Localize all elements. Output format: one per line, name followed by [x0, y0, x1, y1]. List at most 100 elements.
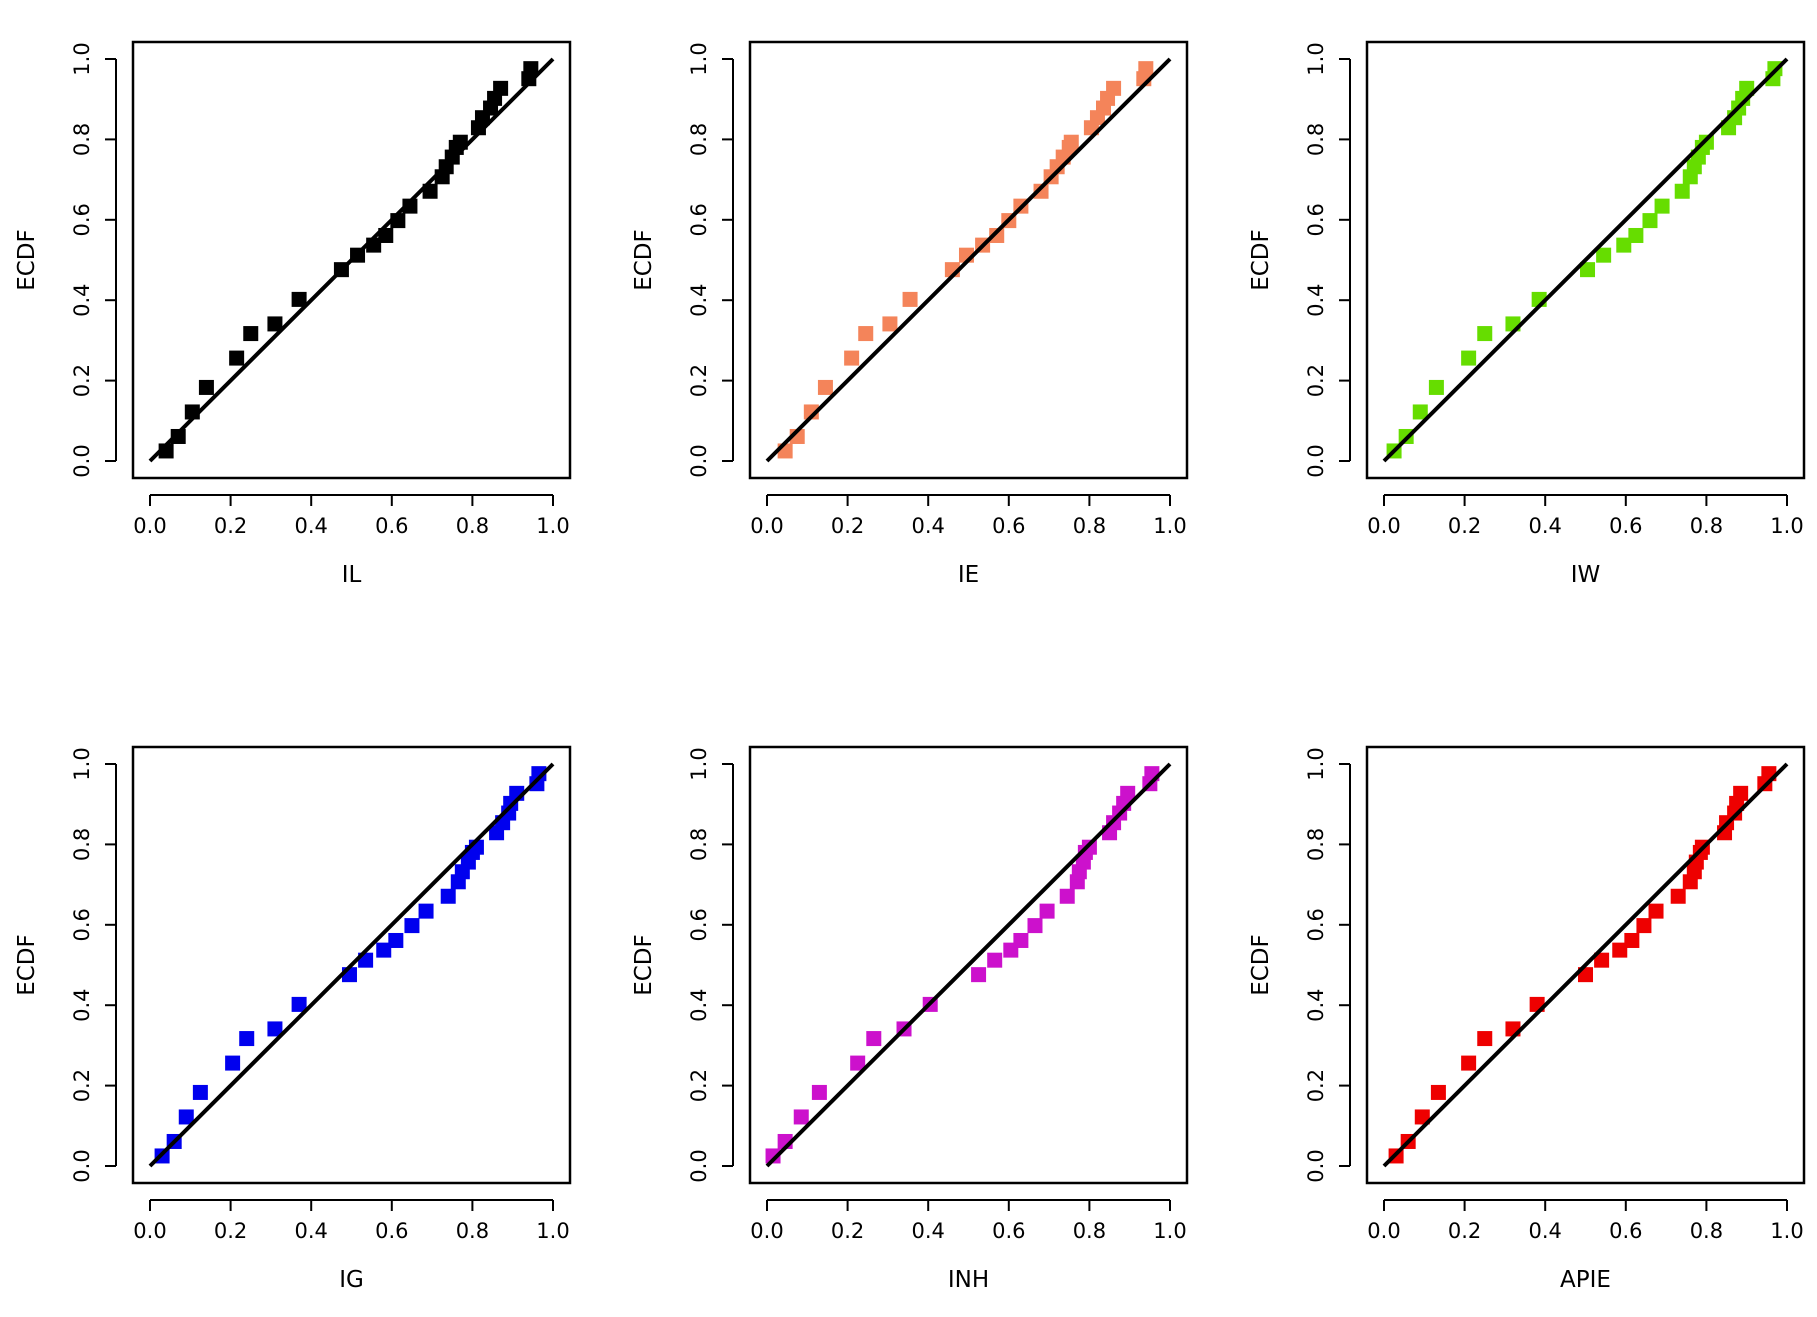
- panel-ie: 0.0 0.2 0.4 0.6 0.8 1.0 0.0 0.2 0.4 0.6 0.8 1.0 IE EC…: [631, 40, 1189, 588]
- y-axis-label: ECDF: [14, 229, 40, 291]
- x-tick-label: 0.4: [294, 1219, 327, 1243]
- x-tick-label: 0.2: [831, 514, 864, 538]
- y-tick-label: 0.4: [687, 988, 711, 1021]
- data-point: [239, 1031, 255, 1047]
- y-tick-label: 0.0: [687, 1149, 711, 1182]
- y-tick-label: 0.8: [70, 828, 94, 861]
- data-point: [1461, 1055, 1477, 1071]
- data-point: [1580, 262, 1596, 278]
- data-point: [765, 1148, 781, 1164]
- x-tick-label: 0.2: [1448, 514, 1481, 538]
- y-tick-label: 0.2: [1304, 1069, 1328, 1102]
- x-tick-label: 0.8: [1690, 1219, 1723, 1243]
- x-tick-label: 0.4: [1528, 1219, 1561, 1243]
- y-tick-label: 0.2: [687, 1069, 711, 1102]
- data-point: [1013, 932, 1029, 948]
- data-point: [531, 766, 547, 782]
- data-point: [1624, 932, 1640, 948]
- x-tick-label: 0.2: [831, 1219, 864, 1243]
- data-point: [987, 952, 1003, 968]
- data-point: [811, 1084, 827, 1100]
- data-point: [817, 379, 833, 395]
- data-point: [198, 379, 214, 395]
- x-tick-label: 0.8: [1690, 514, 1723, 538]
- y-axis-label: ECDF: [631, 934, 657, 996]
- y-tick-label: 1.0: [1304, 42, 1328, 75]
- data-point: [1636, 918, 1652, 934]
- y-tick-label: 0.8: [687, 123, 711, 156]
- reference-line: [148, 57, 555, 463]
- panel-il: 0.0 0.2 0.4 0.6 0.8 1.0 0.0 0.2 0.4 0.6 0.8 1.0 IL EC…: [14, 40, 572, 588]
- reference-line: [1382, 57, 1789, 463]
- data-point: [793, 1109, 809, 1125]
- y-tick-label: 0.8: [70, 123, 94, 156]
- data-point: [1477, 1031, 1493, 1047]
- y-tick-label: 0.4: [687, 283, 711, 316]
- data-point: [440, 888, 456, 904]
- data-point: [1428, 379, 1444, 395]
- data-point: [493, 80, 509, 96]
- data-point: [418, 903, 434, 919]
- y-tick-label: 1.0: [687, 747, 711, 780]
- y-tick-label: 0.2: [1304, 364, 1328, 397]
- y-tick-label: 0.4: [1304, 988, 1328, 1021]
- data-point: [178, 1109, 194, 1125]
- reference-line: [148, 762, 555, 1168]
- reference-line: [1382, 762, 1789, 1168]
- y-tick-label: 0.0: [70, 1149, 94, 1182]
- data-point: [1648, 903, 1664, 919]
- y-tick-label: 0.0: [1304, 1149, 1328, 1182]
- x-tick-label: 0.6: [1609, 1219, 1642, 1243]
- data-point: [1596, 247, 1612, 263]
- x-tick-label: 0.6: [375, 514, 408, 538]
- data-point: [267, 316, 283, 332]
- data-point: [1654, 198, 1670, 214]
- data-point: [229, 350, 245, 366]
- data-point: [523, 61, 539, 77]
- x-tick-label: 0.0: [750, 514, 783, 538]
- data-point: [1120, 785, 1136, 801]
- y-tick-label: 0.0: [1304, 444, 1328, 477]
- x-axis-label: IL: [342, 562, 362, 588]
- x-tick-label: 1.0: [1153, 1219, 1186, 1243]
- data-point: [1412, 404, 1428, 420]
- y-tick-label: 0.6: [1304, 908, 1328, 941]
- panel-iw: 0.0 0.2 0.4 0.6 0.8 1.0 0.0 0.2 0.4 0.6 0.8 1.0 IW EC…: [1248, 40, 1806, 588]
- y-axis-label: ECDF: [14, 934, 40, 996]
- data-point: [1733, 785, 1749, 801]
- y-axis-label: ECDF: [631, 229, 657, 291]
- data-point: [1612, 942, 1628, 958]
- data-point: [225, 1055, 241, 1071]
- data-point: [1477, 326, 1493, 342]
- data-point: [1594, 952, 1610, 968]
- data-point: [1039, 903, 1055, 919]
- y-tick-label: 0.4: [70, 283, 94, 316]
- plot-frame: [748, 745, 1189, 1185]
- data-point: [192, 1084, 208, 1100]
- reference-line: [765, 762, 1172, 1168]
- data-point: [902, 291, 918, 307]
- y-tick-label: 0.6: [70, 203, 94, 236]
- y-tick-label: 0.2: [687, 364, 711, 397]
- x-tick-label: 0.6: [992, 1219, 1025, 1243]
- data-point: [989, 227, 1005, 243]
- plot-frame: [748, 40, 1189, 480]
- data-point: [1033, 183, 1049, 199]
- x-tick-label: 0.8: [1073, 514, 1106, 538]
- y-tick-label: 1.0: [70, 42, 94, 75]
- data-point: [1430, 1084, 1446, 1100]
- y-tick-label: 0.8: [1304, 828, 1328, 861]
- data-point: [882, 316, 898, 332]
- y-tick-label: 0.8: [687, 828, 711, 861]
- x-tick-label: 1.0: [536, 514, 569, 538]
- data-point: [243, 326, 259, 342]
- x-tick-label: 0.8: [456, 1219, 489, 1243]
- x-tick-label: 0.4: [911, 1219, 944, 1243]
- x-tick-label: 0.2: [214, 514, 247, 538]
- y-tick-label: 1.0: [1304, 747, 1328, 780]
- data-point: [267, 1021, 283, 1037]
- x-axis-label: IG: [339, 1267, 364, 1293]
- data-point: [858, 326, 874, 342]
- y-tick-label: 0.6: [70, 908, 94, 941]
- x-tick-label: 0.6: [992, 514, 1025, 538]
